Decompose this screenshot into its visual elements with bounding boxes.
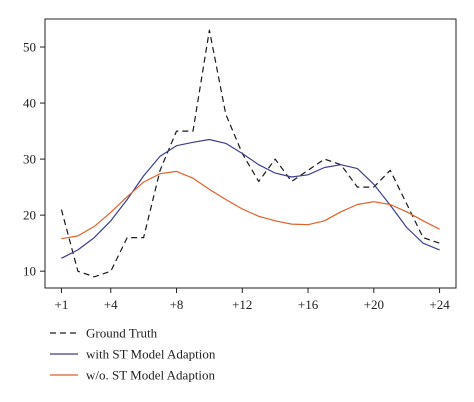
- x-tick-label: +8: [170, 297, 184, 312]
- plot-frame: [44, 18, 457, 289]
- series-line-1: [61, 138, 440, 259]
- y-tick-label: 50: [23, 40, 36, 55]
- legend-label-2: w/o. ST Model Adaption: [86, 368, 216, 383]
- series-line-0: [60, 29, 440, 278]
- series-lines: [60, 29, 440, 278]
- y-tick-label: 10: [23, 264, 36, 279]
- series-line-2: [61, 170, 440, 240]
- legend-label-0: Ground Truth: [86, 326, 158, 341]
- x-tick-label: +24: [429, 297, 450, 312]
- y-axis: 10 20 30 40 50: [23, 40, 45, 279]
- legend-label-1: with ST Model Adaption: [86, 347, 216, 362]
- x-tick-label: +1: [55, 297, 69, 312]
- y-tick-label: 30: [23, 152, 36, 167]
- y-tick-label: 20: [23, 208, 36, 223]
- x-tick-label: +4: [104, 297, 118, 312]
- x-tick-label: +12: [232, 297, 252, 312]
- x-axis: +1 +4 +8 +12 +16 +20 +24: [55, 288, 450, 312]
- x-tick-label: +20: [364, 297, 384, 312]
- legend: Ground Truth with ST Model Adaption w/o. S…: [50, 326, 216, 383]
- y-tick-label: 40: [23, 96, 36, 111]
- x-tick-label: +16: [298, 297, 319, 312]
